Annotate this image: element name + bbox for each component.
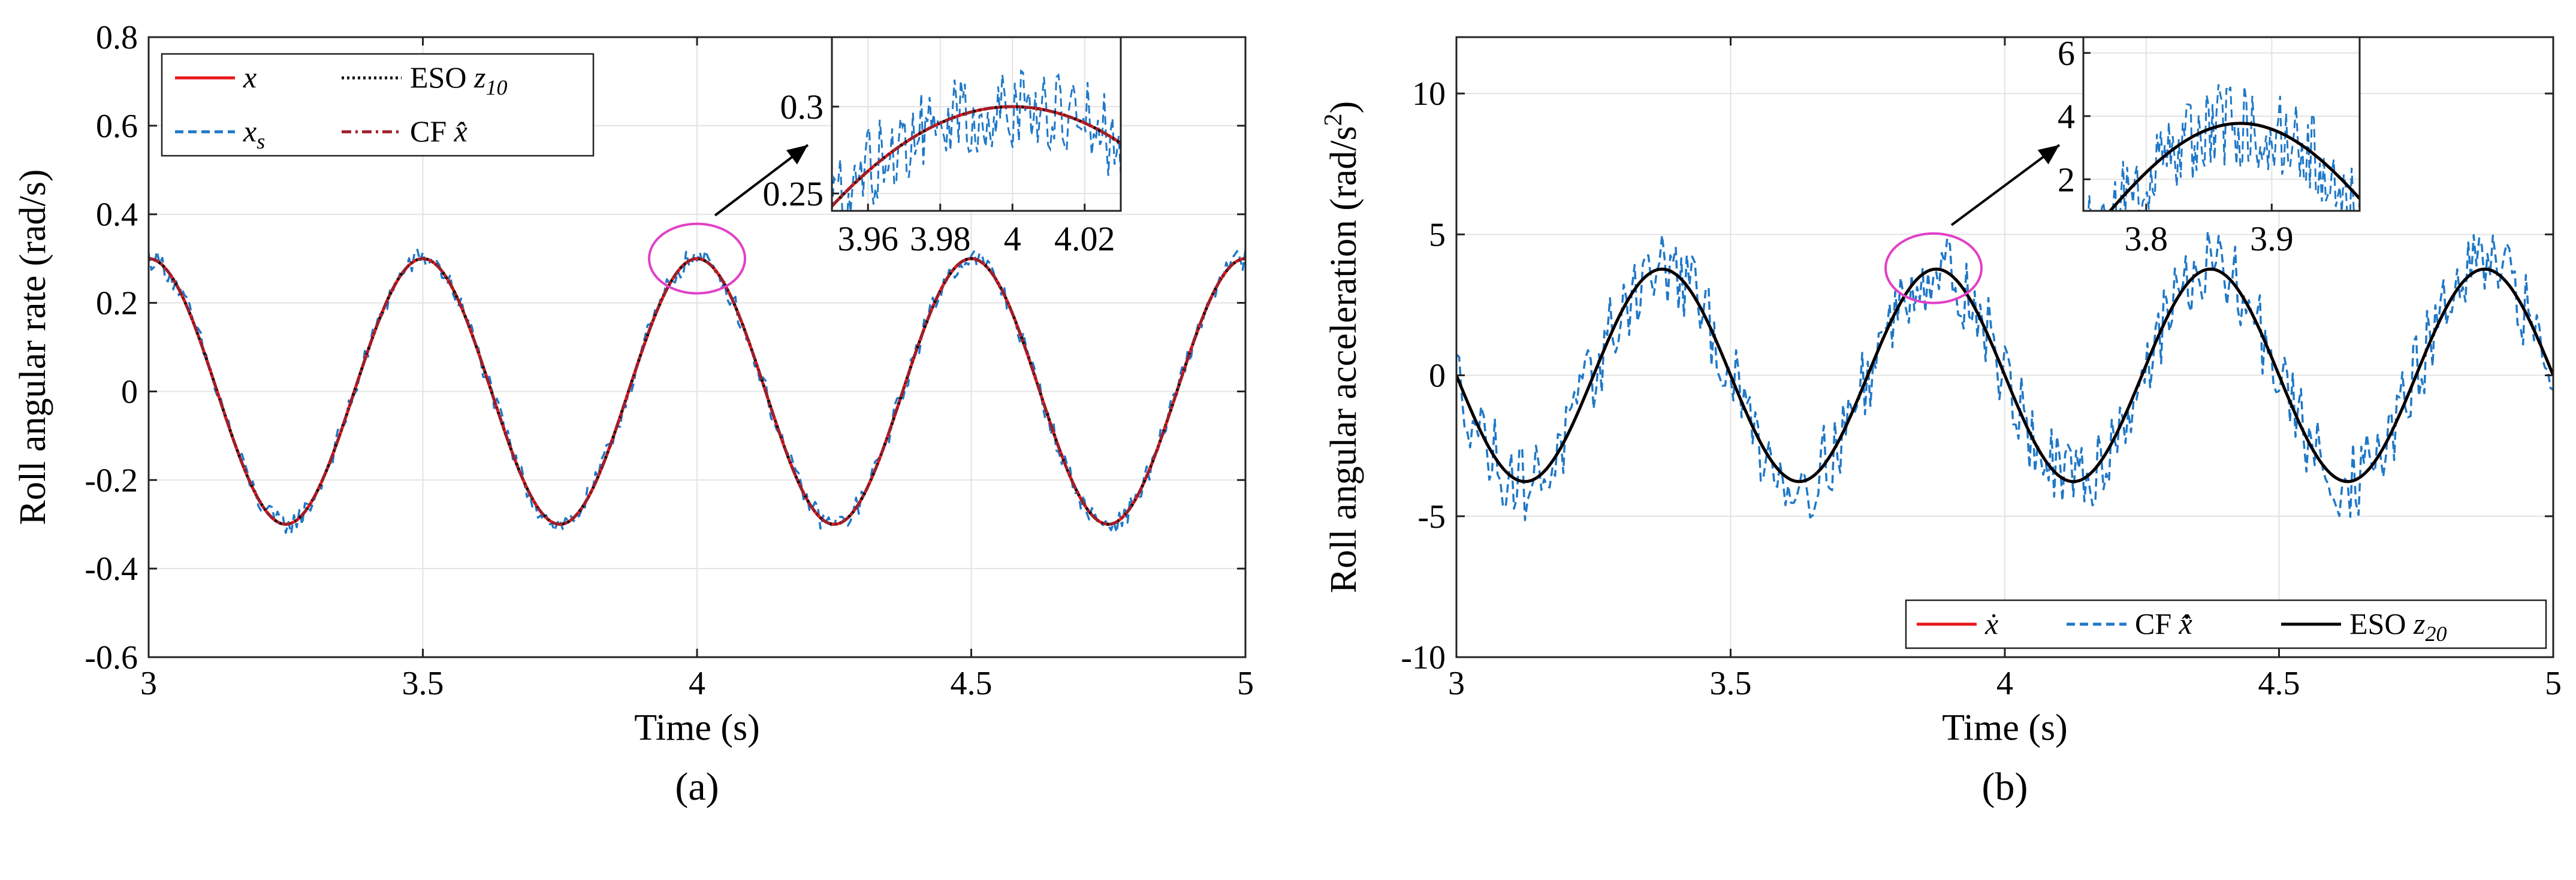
legend: ẋ CF x̂̇ ESO z20: [1905, 599, 2547, 649]
inset-x-tick-label: 3.9: [2250, 219, 2294, 258]
inset-series-line: [2108, 122, 2360, 211]
highlight-ellipse: [648, 222, 746, 295]
y-axis-label-text: Roll angular rate (rad/s): [13, 170, 53, 525]
inset-plot-area: [2088, 84, 2360, 211]
series-line-cf-x-hat: [149, 257, 1245, 526]
y-tick-label: 5: [1429, 216, 1446, 253]
legend-label: CF x̂̇: [2135, 607, 2192, 640]
x-tick-label: 4.5: [951, 665, 993, 702]
series-line-cf-x-hat-dot: [1456, 230, 2553, 521]
y-tick-label: 0: [121, 373, 138, 410]
legend-label-sub: 20: [2425, 622, 2447, 646]
inset-x-tick-label: 3.96: [838, 219, 899, 258]
legend-label: CF x̂: [410, 114, 467, 148]
highlight-ellipse: [1884, 232, 1983, 304]
series-line-eso-z20: [1456, 267, 2553, 483]
inset-y-tick-label: 0.25: [763, 174, 824, 213]
zoom-arrow-head: [2037, 145, 2059, 165]
plot-area: [149, 249, 1245, 535]
legend-label-prefix: CF: [410, 114, 454, 148]
legend-label: x: [243, 61, 257, 94]
chart-panel-a: 3 3.5 4 4.5 5 -0.6 -0.4 -0.2 0 0.2 0.4 0.6 0.8 Time (…: [13, 19, 1254, 809]
legend-label-main: ẋ: [1984, 607, 1998, 640]
inset-x-tick-label: 4: [1004, 219, 1021, 258]
inset-y-tick-label: 0.3: [780, 87, 824, 126]
y-tick-label: 0.2: [96, 285, 138, 322]
x-axis-label: Time (s): [1942, 707, 2068, 748]
legend-label-sub: 10: [485, 75, 507, 99]
legend-label-main: x̂: [454, 114, 467, 148]
y-tick-label: -10: [1401, 639, 1446, 676]
legend-label-main: z: [473, 61, 485, 94]
panel-label: (b): [1982, 765, 2028, 809]
legend-label-main: z: [2413, 607, 2425, 640]
legend-label: ẋ: [1984, 607, 1998, 640]
inset-x-tick-label: 3.98: [910, 219, 971, 258]
legend-label-main: x̂̇: [2179, 607, 2192, 640]
inset-x-tick-label: 3.8: [2125, 219, 2168, 258]
x-tick-label: 3.5: [402, 665, 444, 702]
inset-chart: 3.8 3.9 2 4 6: [2058, 34, 2361, 258]
legend-label-prefix: ESO: [410, 61, 474, 94]
legend-label: ESO z10: [410, 61, 507, 99]
y-tick-label: -0.4: [85, 551, 138, 588]
y-tick-label: 10: [1412, 75, 1446, 113]
legend-label: ESO z20: [2349, 607, 2447, 646]
y-axis-label-end: ): [1323, 101, 1364, 114]
x-tick-label: 5: [2545, 665, 2562, 702]
legend-box: [1905, 599, 2547, 649]
legend-label: xs: [243, 114, 265, 153]
x-tick-label: 3.5: [1710, 665, 1752, 702]
y-tick-label: -5: [1417, 498, 1446, 536]
y-tick-label: -0.6: [85, 639, 138, 676]
inset-series-line: [832, 69, 1121, 211]
y-tick-label: 0.6: [96, 108, 138, 145]
inset-box: [831, 36, 1122, 212]
inset-x-tick-label: 4.02: [1054, 219, 1115, 258]
inset-y-tick-label: 6: [2058, 34, 2075, 72]
chart-panel-b: 3 3.5 4 4.5 5 -10 -5 0 5 10 Time (s) Roll angular a…: [1320, 34, 2562, 809]
legend-label-main: x: [243, 114, 257, 148]
legend-label-main: x: [243, 61, 257, 94]
x-tick-label: 3: [140, 665, 157, 702]
inset-chart: 3.96 3.98 4 4.02 0.25 0.3: [763, 36, 1122, 258]
x-axis-label: Time (s): [634, 707, 760, 748]
x-tick-label: 4.5: [2258, 665, 2300, 702]
inset-series-line: [832, 105, 1121, 207]
y-axis-label-superscript: 2: [1320, 113, 1347, 126]
legend-label-prefix: ESO: [2349, 607, 2414, 640]
inset-box: [2082, 36, 2361, 212]
zoom-arrow-head: [786, 145, 808, 165]
zoom-arrow-line: [1950, 144, 2061, 226]
y-tick-label: 0.8: [96, 19, 138, 56]
x-tick-label: 4: [1996, 665, 2013, 702]
y-axis-label: Roll angular acceleration (rad/s2): [1320, 101, 1364, 593]
inset-y-tick-label: 4: [2058, 97, 2075, 136]
y-tick-label: 0: [1429, 358, 1446, 395]
plot-area: [1456, 230, 2553, 521]
inset-plot-area: [832, 69, 1121, 211]
legend-box: [161, 53, 595, 157]
y-axis-label: Roll angular rate (rad/s): [13, 170, 53, 525]
legend-label-prefix: CF: [2135, 607, 2179, 640]
y-tick-label: -0.2: [85, 462, 138, 499]
legend-label-sub: s: [257, 129, 265, 153]
y-axis-label-text: Roll angular acceleration (rad/s: [1323, 126, 1364, 593]
x-tick-label: 4: [689, 665, 705, 702]
inset-y-tick-label: 2: [2058, 160, 2075, 199]
panel-label: (a): [675, 765, 719, 809]
y-tick-label: 0.4: [96, 196, 138, 234]
x-tick-label: 5: [1237, 665, 1254, 702]
x-tick-label: 3: [1448, 665, 1465, 702]
inset-background: [832, 37, 1121, 211]
